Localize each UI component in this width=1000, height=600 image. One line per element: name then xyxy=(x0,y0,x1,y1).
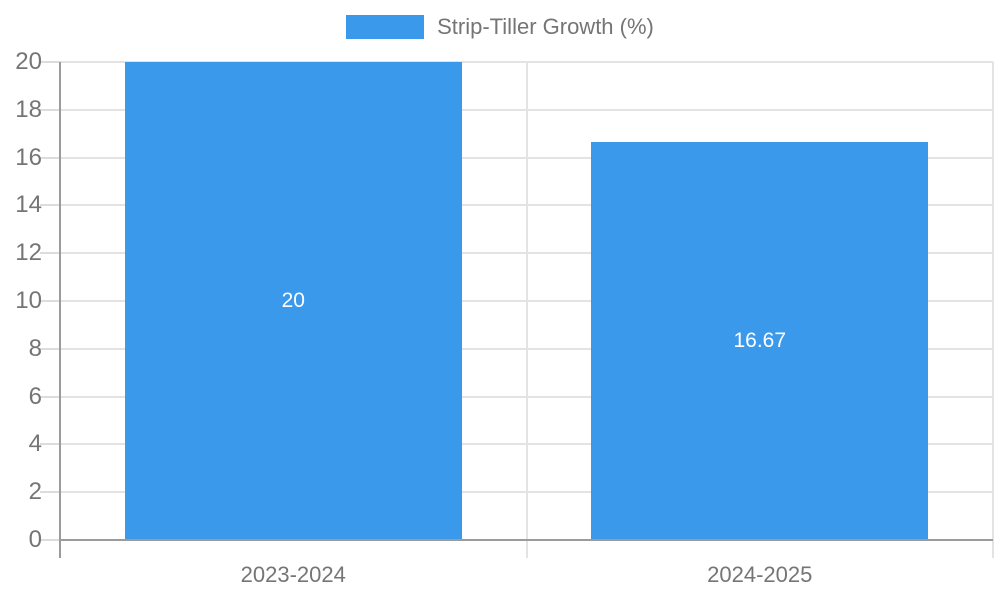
legend-swatch xyxy=(346,15,425,39)
y-tick xyxy=(40,252,60,255)
y-tick-label: 4 xyxy=(28,430,42,458)
y-tick xyxy=(40,443,60,446)
gridline-x xyxy=(525,62,528,558)
y-tick xyxy=(40,395,60,398)
y-tick-label: 18 xyxy=(15,95,42,123)
y-tick xyxy=(40,491,60,494)
y-tick-label: 14 xyxy=(15,191,42,219)
x-axis-line xyxy=(60,539,993,541)
y-tick xyxy=(40,347,60,350)
y-tick xyxy=(40,156,60,159)
y-tick-label: 8 xyxy=(28,334,42,362)
y-tick-label: 2 xyxy=(28,478,42,506)
y-tick-label: 16 xyxy=(15,143,42,171)
bar-value-label: 16.67 xyxy=(733,328,787,352)
y-tick xyxy=(40,204,60,207)
y-tick-label: 20 xyxy=(15,48,42,75)
y-axis-line xyxy=(59,62,61,558)
y-tick xyxy=(40,108,60,111)
y-tick-label: 0 xyxy=(28,526,42,553)
bar: 16.67 xyxy=(591,141,929,540)
y-tick xyxy=(40,300,60,302)
legend: Strip-Tiller Growth (%) xyxy=(0,14,1000,40)
bar-value-label: 20 xyxy=(281,289,305,312)
y-tick-label: 6 xyxy=(28,382,42,410)
y-tick xyxy=(40,61,60,63)
x-tick-label: 2023-2024 xyxy=(240,562,346,587)
x-tick-label: 2024-2025 xyxy=(707,562,813,587)
legend-label: Strip-Tiller Growth (%) xyxy=(437,14,654,39)
y-tick xyxy=(40,539,60,541)
gridline-x xyxy=(992,62,994,558)
bar: 20 xyxy=(124,62,462,540)
y-tick-label: 12 xyxy=(15,239,42,267)
y-tick-label: 10 xyxy=(15,287,42,314)
